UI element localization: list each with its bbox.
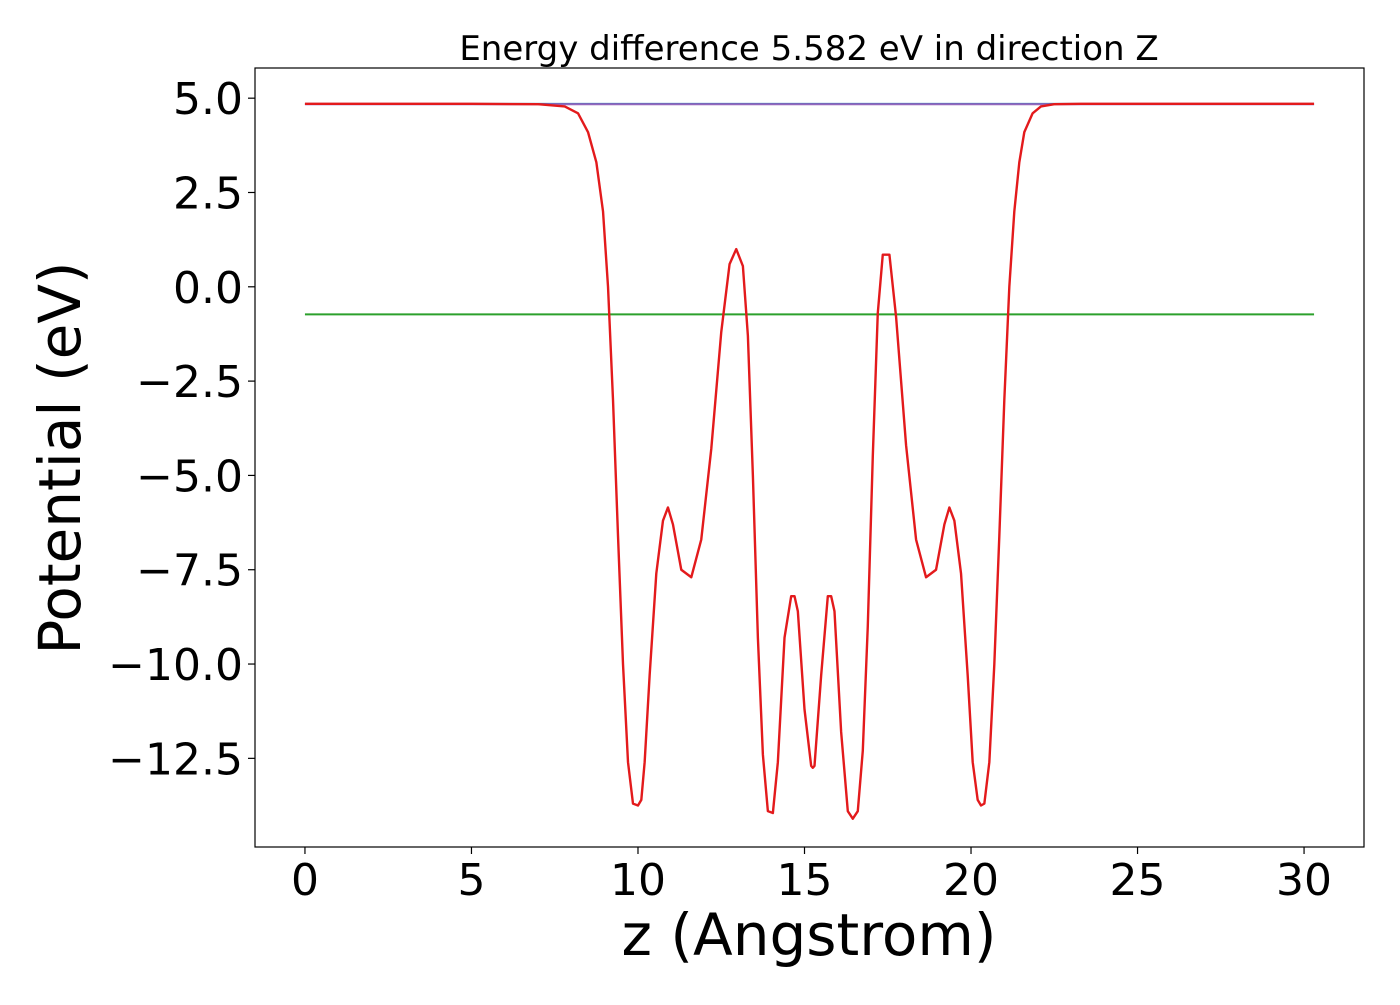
y-tick-label: −10.0 — [108, 640, 243, 691]
x-tick-label: 30 — [1276, 855, 1332, 906]
plot-lines — [304, 102, 1315, 820]
chart-title: Energy difference 5.582 eV in direction … — [459, 29, 1158, 69]
y-tick-label: −12.5 — [108, 734, 243, 785]
y-axis-label: Potential (eV) — [26, 261, 94, 654]
x-axis-label: z (Angstrom) — [622, 901, 997, 969]
y-tick-label: 0.0 — [173, 263, 243, 314]
series-line-4 — [304, 102, 1315, 820]
x-tick-label: 25 — [1110, 855, 1166, 906]
x-tick-label: 5 — [457, 855, 485, 906]
y-tick-label: 2.5 — [173, 168, 243, 219]
x-axis-ticks: 0 5 10 15 20 25 30 — [291, 847, 1332, 906]
y-tick-label: 5.0 — [173, 74, 243, 125]
x-tick-label: 0 — [291, 855, 319, 906]
y-tick-label: −5.0 — [136, 451, 243, 502]
x-tick-label: 15 — [777, 855, 833, 906]
y-tick-label: −7.5 — [136, 546, 243, 597]
x-tick-label: 10 — [610, 855, 666, 906]
y-axis-ticks: 5.0 2.5 0.0 −2.5 −5.0 −7.5 −10.0 −12.5 — [108, 74, 255, 785]
y-tick-label: −2.5 — [136, 357, 243, 408]
plot-frame — [254, 67, 1365, 848]
x-tick-label: 20 — [943, 855, 999, 906]
